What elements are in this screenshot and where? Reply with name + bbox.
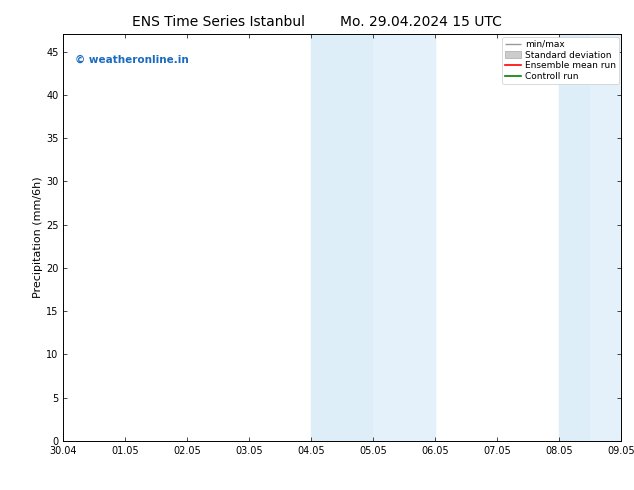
Text: ENS Time Series Istanbul        Mo. 29.04.2024 15 UTC: ENS Time Series Istanbul Mo. 29.04.2024 …	[132, 15, 502, 29]
Bar	[590, 34, 621, 441]
Bar	[559, 34, 590, 441]
Legend: min/max, Standard deviation, Ensemble mean run, Controll run: min/max, Standard deviation, Ensemble me…	[502, 37, 619, 84]
Y-axis label: Precipitation (mm/6h): Precipitation (mm/6h)	[33, 177, 43, 298]
Text: © weatheronline.in: © weatheronline.in	[75, 54, 188, 65]
Bar	[311, 34, 373, 441]
Bar	[373, 34, 436, 441]
